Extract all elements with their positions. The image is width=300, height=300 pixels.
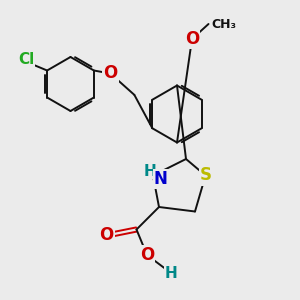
- Text: CH₃: CH₃: [212, 17, 236, 31]
- Text: H: H: [144, 164, 156, 178]
- Text: S: S: [200, 167, 211, 184]
- Text: O: O: [99, 226, 114, 244]
- Text: Cl: Cl: [18, 52, 34, 68]
- Text: N: N: [154, 169, 167, 188]
- Text: H: H: [165, 266, 177, 280]
- Text: O: O: [103, 64, 118, 82]
- Text: O: O: [185, 30, 199, 48]
- Text: O: O: [140, 246, 154, 264]
